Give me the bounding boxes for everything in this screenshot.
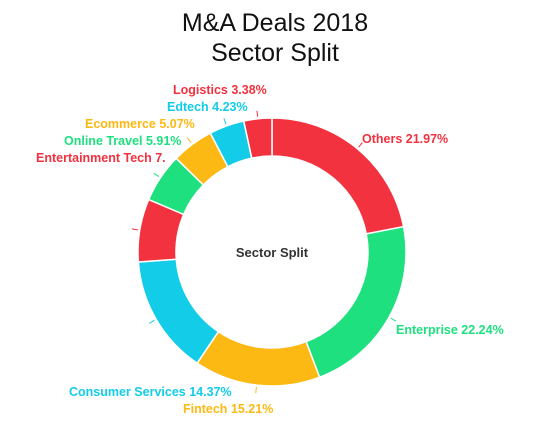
label-ecommerce: Ecommerce 5.07% (85, 117, 195, 131)
leader-entertainment-tech (131, 228, 138, 231)
slice-consumer-services[interactable] (137, 258, 220, 365)
label-online-travel: Online Travel 5.91% (64, 134, 181, 148)
chart-title-line-1: M&A Deals 2018 (181, 9, 369, 37)
label-others: Others 21.97% (362, 132, 448, 146)
chart-title-line-2: Sector Split (211, 39, 339, 67)
leader-fintech (255, 387, 257, 394)
center-label: Sector Split (236, 245, 309, 260)
leader-logistics (256, 110, 259, 117)
leader-others (358, 142, 363, 148)
label-logistics: Logistics 3.38% (173, 83, 267, 97)
label-entertainment-tech: Entertainment Tech 7. (36, 151, 166, 165)
slice-logistics[interactable] (242, 117, 273, 160)
label-consumer-services: Consumer Services 14.37% (69, 385, 232, 399)
label-enterprise: Enterprise 22.24% (396, 323, 504, 337)
leader-consumer-services (148, 319, 155, 324)
donut-slices (137, 117, 407, 387)
label-fintech: Fintech 15.21% (183, 402, 273, 416)
slice-enterprise[interactable] (305, 225, 407, 379)
leader-enterprise (390, 317, 397, 322)
leader-ecommerce (187, 137, 192, 144)
label-edtech: Edtech 4.23% (167, 100, 248, 114)
label-leader-lines (131, 110, 397, 394)
slice-fintech[interactable] (196, 330, 321, 387)
leader-edtech (223, 118, 227, 125)
leader-online-travel (153, 172, 160, 177)
slice-labels: Others 21.97% Enterprise 22.24% Fintech 15… (36, 83, 504, 416)
